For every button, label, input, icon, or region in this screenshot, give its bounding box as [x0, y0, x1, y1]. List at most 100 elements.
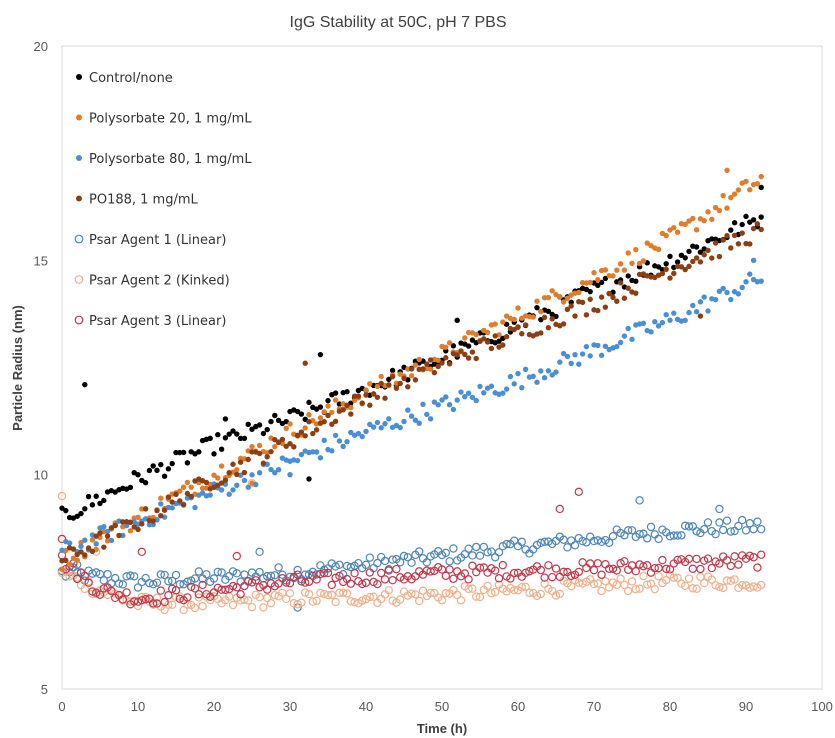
data-point	[506, 574, 515, 583]
data-point	[631, 567, 641, 576]
data-point	[63, 507, 69, 514]
data-point	[184, 479, 191, 486]
data-point	[492, 333, 498, 339]
data-point	[625, 285, 631, 291]
data-point	[408, 366, 415, 372]
data-point	[359, 400, 365, 406]
data-point	[709, 216, 715, 222]
data-point	[643, 580, 652, 589]
data-point	[544, 561, 553, 570]
data-point	[655, 246, 662, 253]
data-point	[169, 505, 175, 511]
data-point	[659, 270, 666, 277]
data-point	[494, 548, 504, 557]
data-point	[601, 576, 610, 586]
data-point	[671, 225, 677, 231]
data-point	[245, 421, 251, 428]
data-point	[435, 402, 441, 408]
data-point	[692, 554, 701, 564]
data-point	[621, 333, 628, 339]
legend-marker	[76, 195, 82, 202]
data-point	[564, 353, 571, 360]
data-point	[462, 351, 468, 358]
data-point	[66, 561, 73, 567]
data-point	[139, 521, 145, 527]
data-point	[551, 591, 561, 600]
data-point	[473, 355, 479, 362]
data-point	[190, 584, 200, 593]
data-point	[491, 587, 500, 597]
data-point	[617, 339, 624, 346]
data-point	[507, 373, 514, 380]
data-point	[230, 428, 236, 434]
data-point	[576, 361, 582, 367]
data-point	[483, 548, 492, 557]
data-point	[662, 564, 671, 574]
data-point	[646, 579, 656, 588]
data-point	[78, 549, 84, 555]
data-point	[237, 459, 244, 465]
data-point	[386, 416, 392, 422]
data-point	[570, 541, 580, 550]
data-point	[344, 402, 350, 409]
data-point	[207, 492, 213, 498]
data-point	[298, 429, 305, 435]
data-point	[192, 504, 198, 511]
data-point	[268, 448, 274, 455]
data-point	[735, 241, 742, 247]
data-point	[557, 359, 563, 365]
data-point	[339, 588, 348, 597]
data-point	[188, 493, 194, 500]
data-point	[275, 417, 282, 424]
data-point	[650, 563, 660, 573]
data-point	[449, 544, 458, 553]
data-point	[317, 455, 324, 461]
data-point	[180, 484, 187, 490]
data-point	[576, 289, 582, 296]
data-point	[118, 580, 128, 589]
data-point	[591, 270, 597, 276]
data-point	[218, 446, 225, 452]
data-point	[446, 361, 453, 367]
data-point	[450, 406, 457, 413]
series-3-points	[59, 257, 764, 555]
data-point	[59, 505, 65, 511]
data-point	[266, 598, 276, 608]
data-point	[620, 580, 629, 590]
data-point	[720, 285, 726, 292]
data-point	[148, 579, 158, 589]
data-point	[377, 568, 386, 578]
data-point	[605, 538, 614, 548]
data-point	[534, 304, 540, 311]
data-point	[530, 314, 536, 320]
data-point	[209, 574, 219, 583]
data-point	[321, 409, 327, 415]
data-point	[462, 335, 468, 341]
data-point	[491, 566, 500, 575]
data-point	[283, 443, 289, 449]
data-point	[365, 568, 374, 577]
data-point	[750, 225, 757, 232]
data-point	[160, 597, 169, 607]
data-point	[612, 566, 622, 575]
legend-item: PO188, 1 mg/mL	[76, 193, 199, 208]
data-point	[583, 343, 590, 350]
data-point	[469, 337, 476, 343]
data-point	[650, 584, 660, 594]
data-point	[310, 449, 316, 455]
data-point	[468, 584, 477, 593]
data-point	[348, 411, 354, 417]
data-point	[587, 279, 593, 286]
data-point	[222, 435, 229, 441]
data-point	[373, 558, 382, 568]
data-point	[481, 390, 487, 396]
data-point	[287, 471, 293, 478]
data-point	[99, 584, 109, 593]
data-point	[215, 475, 221, 481]
legend-marker	[74, 234, 84, 244]
data-point	[367, 381, 373, 387]
data-point	[93, 533, 99, 539]
data-point	[693, 227, 700, 233]
data-point	[631, 585, 641, 594]
